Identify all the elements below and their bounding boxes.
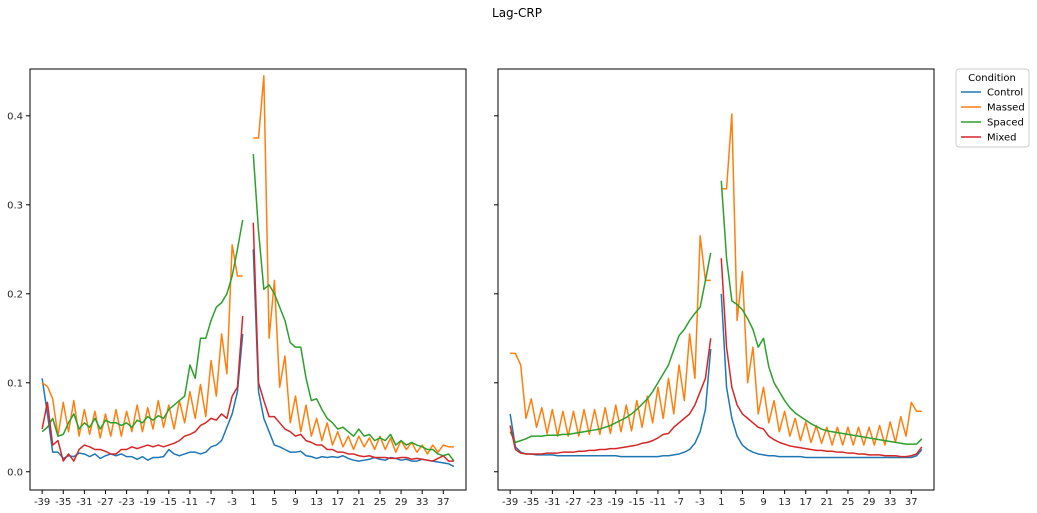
x-tick-label: -35 [55,497,71,508]
y-tick-label: 0.4 [7,111,23,122]
right-x-axis: -39 -35 -31 -27 -23 -19 -15 -11 -7 -3 1 5 9 13 17 21 25 2… [502,490,918,508]
x-tick-label: -23 [586,497,602,508]
x-tick-label: 5 [271,497,277,508]
legend: Condition Control Massed Spaced Mixed [955,68,1030,148]
right-panel: -39 -35 -31 -27 -23 -19 -15 -11 -7 -3 1 5 9 13 17 21 25 2… [494,68,935,508]
legend-label: Mixed [987,133,1017,144]
legend-entry-control: Control [961,88,1023,99]
x-tick-label: -11 [650,497,666,508]
left-panel: 0.00.10.20.30.4 -39 -35 -31 -27 -23 -19 -15 -11… [7,68,467,508]
x-tick-label: 33 [884,497,897,508]
x-tick-label: -23 [118,497,134,508]
x-tick-label: 9 [292,497,298,508]
x-tick-label: -11 [182,497,198,508]
legend-entry-massed: Massed [961,103,1025,114]
x-tick-label: -27 [565,497,581,508]
legend-label: Spaced [987,118,1024,129]
x-tick-label: -7 [674,497,684,508]
x-tick-label: 29 [395,497,408,508]
series-line-control [509,293,923,459]
x-tick-label: 37 [437,497,450,508]
series-line-mixed [509,258,923,458]
series-line-mixed [41,222,454,462]
legend-label: Control [987,88,1023,99]
x-tick-label: 17 [331,497,344,508]
legend-entry-mixed: Mixed [961,133,1017,144]
x-tick-label: -19 [140,497,156,508]
x-tick-label: 17 [799,497,812,508]
x-tick-label: -3 [227,497,237,508]
x-tick-label: -15 [629,497,645,508]
y-tick-label: 0.2 [7,289,23,300]
figure-title: Lag-CRP [492,6,542,20]
x-tick-label: -31 [76,497,92,508]
x-tick-label: 21 [820,497,833,508]
x-tick-label: 21 [352,497,365,508]
x-tick-label: -3 [695,497,705,508]
x-tick-label: -39 [502,497,518,508]
series-line-spaced [41,154,455,462]
x-tick-label: 13 [310,497,323,508]
x-tick-label: 1 [718,497,724,508]
x-tick-label: 25 [842,497,855,508]
y-tick-label: 0.1 [7,378,23,389]
left-y-axis: 0.0 0.1 0.2 0.3 0.4 [7,111,30,478]
legend-title: Condition [968,73,1016,84]
left-x-axis: -39 -35 -31 -27 -23 -19 -15 -11 -7 -3 1 5 9 13 17 21 25 2… [34,490,450,508]
x-tick-label: 29 [863,497,876,508]
x-tick-label: 13 [778,497,791,508]
x-tick-label: -19 [608,497,624,508]
x-tick-label: 9 [760,497,766,508]
right-y-axis [494,115,498,473]
x-tick-label: 37 [905,497,918,508]
series-line-control [41,249,455,468]
legend-box [955,68,1030,148]
legend-entries: Control Massed Spaced Mixed [961,88,1025,144]
y-tick-label: 0.0 [7,467,23,478]
x-tick-label: -15 [161,497,177,508]
right-plot-frame [497,68,935,491]
legend-label: Massed [987,103,1025,114]
x-tick-label: -31 [544,497,560,508]
series-line-spaced [509,180,923,445]
x-tick-label: 25 [374,497,387,508]
x-tick-label: 33 [416,497,429,508]
x-tick-label: -27 [97,497,113,508]
x-tick-label: -7 [206,497,216,508]
series-line-massed [510,113,922,446]
right-series-lines [509,113,923,459]
x-tick-label: 1 [250,497,256,508]
x-tick-label: -35 [523,497,539,508]
legend-entry-spaced: Spaced [961,118,1024,129]
x-tick-label: -39 [34,497,50,508]
series-line-massed [41,75,454,455]
left-series-lines [41,75,455,468]
left-plot-frame [29,68,467,491]
x-tick-label: 5 [739,497,745,508]
y-tick-label: 0.3 [7,200,23,211]
